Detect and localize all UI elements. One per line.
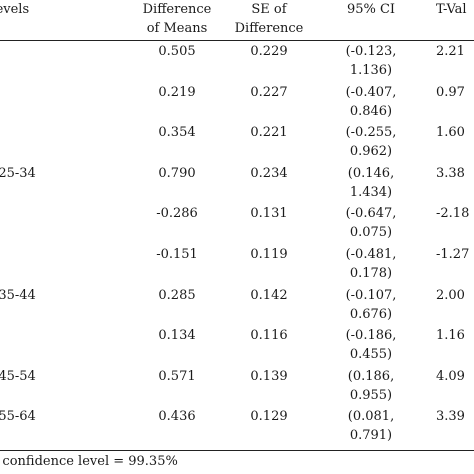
cell-ci-upper: 0.676) xyxy=(349,306,393,322)
header-difference-of-means: Difference of Means xyxy=(132,0,222,42)
cell-ci-lower: (-0.107, xyxy=(345,287,397,303)
cell-ci-upper: 0.962) xyxy=(349,144,393,160)
footnote: ual confidence level = 99.35% xyxy=(0,454,178,469)
cell-ci-upper: 0.791) xyxy=(349,428,393,444)
header-diff-line1: Difference xyxy=(142,2,212,17)
cell-diff-means: 0.134 xyxy=(158,328,196,344)
cell-ci-lower: (0.186, xyxy=(347,368,395,384)
cell-t-value: 2.21 xyxy=(436,44,465,59)
cell-diff-means: -0.151 xyxy=(156,247,198,262)
cell-ci-upper: 0.455) xyxy=(349,347,393,363)
header-diff-line2: of Means xyxy=(146,21,208,36)
cell-ci-lower: (0.146, xyxy=(347,165,395,181)
cell-ci-lower: (-0.407, xyxy=(345,84,397,100)
header-ci-line1: 95% CI xyxy=(346,2,396,17)
cell-level: e - 25-34 xyxy=(0,165,36,181)
cell-t-value: -2.18 xyxy=(436,206,470,222)
cell-t-value: 1.60 xyxy=(436,125,465,141)
cell-ci-upper: 0.955) xyxy=(349,387,393,403)
table-row: e - 25-34 0.790 0.234 (0.146, 1.434) 3.38 xyxy=(0,164,474,202)
cell-se-diff: 0.139 xyxy=(250,368,288,384)
cell-ci-lower: (-0.123, xyxy=(345,44,397,59)
cell-diff-means: 0.790 xyxy=(158,165,196,181)
cell-se-diff: 0.129 xyxy=(250,409,288,425)
cell-level: e - 35-44 xyxy=(0,287,36,303)
cell-ci-upper: 0.075) xyxy=(349,225,393,241)
cell-ci-upper: 0.178) xyxy=(349,266,393,281)
cell-se-diff: 0.234 xyxy=(250,165,288,181)
cell-t-value: 4.09 xyxy=(436,368,465,384)
cell-ci-upper: 1.434) xyxy=(349,184,393,200)
cell-t-value: -1.27 xyxy=(436,247,470,262)
cell-ci-lower: (-0.647, xyxy=(345,206,397,222)
cell-t-value: 3.38 xyxy=(436,165,465,181)
cell-level: e - 55-64 xyxy=(0,409,36,425)
cell-ci-lower: (-0.186, xyxy=(345,328,397,344)
header-levels: f Levels xyxy=(0,2,30,17)
header-rule xyxy=(0,40,474,41)
cell-ci-lower: (-0.255, xyxy=(345,125,397,141)
cell-se-diff: 0.116 xyxy=(250,328,288,344)
cell-diff-means: -0.286 xyxy=(156,206,198,222)
table-row: e - 55-64 0.436 0.129 (0.081, 0.791) 3.39 xyxy=(0,407,474,445)
cell-ci-upper: 1.136) xyxy=(349,63,393,78)
cell-diff-means: 0.219 xyxy=(158,84,196,100)
cell-se-diff: 0.229 xyxy=(250,44,288,59)
cell-ci-lower: (0.081, xyxy=(347,409,395,425)
bottom-rule xyxy=(0,450,474,451)
cell-diff-means: 0.436 xyxy=(158,409,196,425)
cell-se-diff: 0.142 xyxy=(250,287,288,303)
cell-t-value: 3.39 xyxy=(436,409,465,425)
header-se-of-difference: SE of Difference xyxy=(228,0,310,42)
cell-se-diff: 0.131 xyxy=(250,206,288,222)
cell-level: e - 45-54 xyxy=(0,368,36,384)
header-t-value: T-Val xyxy=(436,2,467,17)
table-row: e - 45-54 0.571 0.139 (0.186, 0.955) 4.09 xyxy=(0,367,474,405)
cell-se-diff: 0.227 xyxy=(250,84,288,100)
cell-se-diff: 0.221 xyxy=(250,125,288,141)
cell-diff-means: 0.505 xyxy=(158,44,196,59)
cell-t-value: 1.16 xyxy=(436,328,465,344)
cell-diff-means: 0.285 xyxy=(158,287,196,303)
cell-t-value: 2.00 xyxy=(436,287,465,303)
header-95-ci: 95% CI xyxy=(330,0,412,42)
cell-ci-upper: 0.846) xyxy=(349,103,393,119)
cell-ci-lower: (-0.481, xyxy=(345,247,397,262)
cell-t-value: 0.97 xyxy=(436,84,465,100)
cell-diff-means: 0.571 xyxy=(158,368,196,384)
cell-diff-means: 0.354 xyxy=(158,125,196,141)
header-se-line2: Difference xyxy=(234,21,304,36)
table-row: e - 35-44 0.285 0.142 (-0.107, 0.676) 2.00 xyxy=(0,286,474,324)
cell-se-diff: 0.119 xyxy=(250,247,288,262)
header-se-line1: SE of xyxy=(251,2,287,17)
